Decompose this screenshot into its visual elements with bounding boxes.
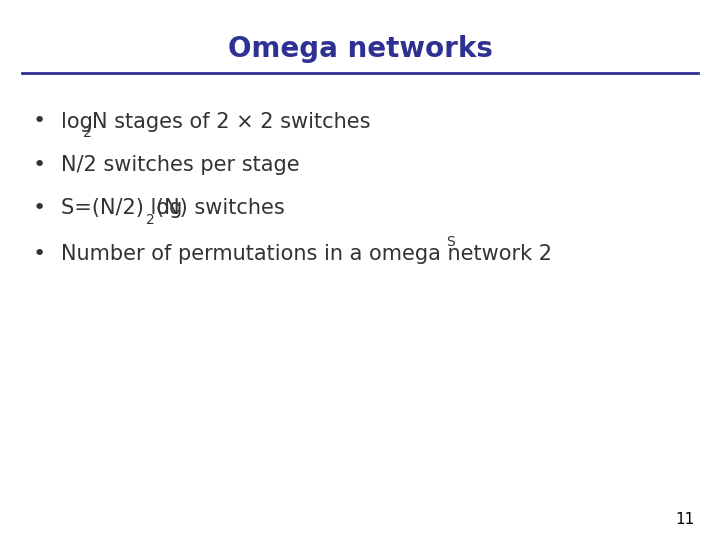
Text: 2: 2 xyxy=(83,126,91,140)
Text: Number of permutations in a omega network 2: Number of permutations in a omega networ… xyxy=(61,244,552,264)
Text: 2: 2 xyxy=(146,213,155,227)
Text: log: log xyxy=(61,111,93,132)
Text: •: • xyxy=(33,198,46,218)
Text: •: • xyxy=(33,244,46,264)
Text: Omega networks: Omega networks xyxy=(228,35,492,63)
Text: •: • xyxy=(33,111,46,132)
Text: 11: 11 xyxy=(675,511,695,526)
Text: S: S xyxy=(446,235,455,249)
Text: (N) switches: (N) switches xyxy=(156,198,284,218)
Text: N stages of 2 × 2 switches: N stages of 2 × 2 switches xyxy=(92,111,371,132)
Text: S=(N/2) log: S=(N/2) log xyxy=(61,198,183,218)
Text: N/2 switches per stage: N/2 switches per stage xyxy=(61,154,300,175)
Text: •: • xyxy=(33,154,46,175)
